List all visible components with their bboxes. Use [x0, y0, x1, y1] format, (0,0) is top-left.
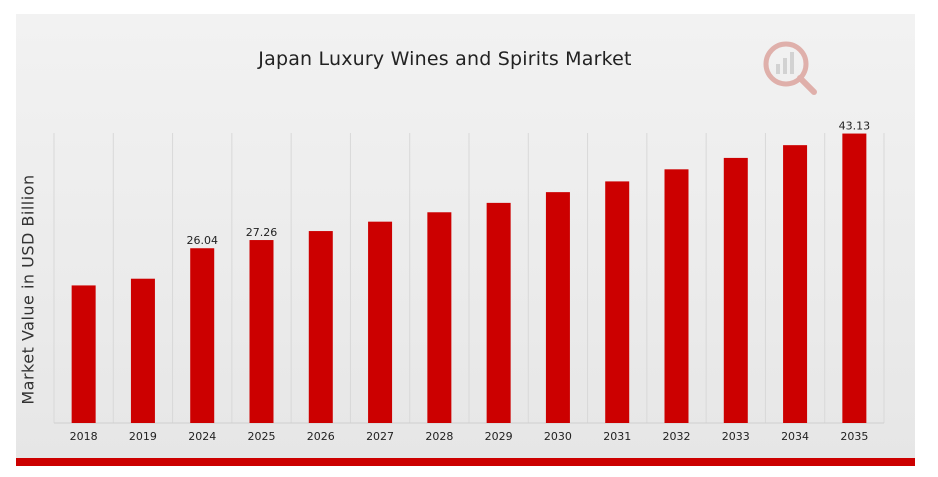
bar-2018 [71, 285, 96, 423]
data-label-2035: 43.13 [839, 120, 871, 133]
x-tick-label-2028: 2028 [425, 430, 453, 443]
x-tick-label-2026: 2026 [307, 430, 335, 443]
x-tick-label-2029: 2029 [485, 430, 513, 443]
gridlines [53, 133, 885, 424]
bar-2026 [308, 231, 333, 423]
x-tick-label-2027: 2027 [366, 430, 394, 443]
bar-2033 [723, 157, 748, 423]
x-tick-label-2018: 2018 [70, 430, 98, 443]
bar-2029 [486, 202, 511, 423]
bar-2032 [664, 169, 689, 423]
magnifier-logo-icon [763, 41, 817, 95]
bar-2019 [130, 278, 155, 423]
x-tick-label-2033: 2033 [722, 430, 750, 443]
data-labels: 26.04 27.26 43.13 [186, 120, 870, 248]
data-label-2024: 26.04 [186, 234, 218, 247]
bars [71, 133, 867, 423]
x-tick-label-2025: 2025 [248, 430, 276, 443]
bottom-accent-bar [16, 458, 915, 466]
data-label-2025: 27.26 [246, 226, 278, 239]
x-tick-label-2019: 2019 [129, 430, 157, 443]
bar-2028 [427, 212, 452, 423]
x-tick-label-2024: 2024 [188, 430, 216, 443]
chart-title: Japan Luxury Wines and Spirits Market [258, 48, 632, 70]
bar-2030 [545, 192, 570, 423]
x-tick-label-2032: 2032 [663, 430, 691, 443]
bar-2035 [842, 133, 867, 423]
bar-2034 [783, 145, 808, 423]
x-tick-label-2035: 2035 [840, 430, 868, 443]
bar-2025 [249, 240, 274, 423]
bar-2031 [605, 181, 630, 423]
x-tick-label-2034: 2034 [781, 430, 809, 443]
x-tick-label-2031: 2031 [603, 430, 631, 443]
bar-2024 [190, 248, 215, 423]
x-tick-labels: 2018 2019 2024 2025 2026 2027 2028 2029 2030 2031… [70, 430, 869, 443]
bar-2027 [368, 221, 393, 423]
x-tick-label-2030: 2030 [544, 430, 572, 443]
